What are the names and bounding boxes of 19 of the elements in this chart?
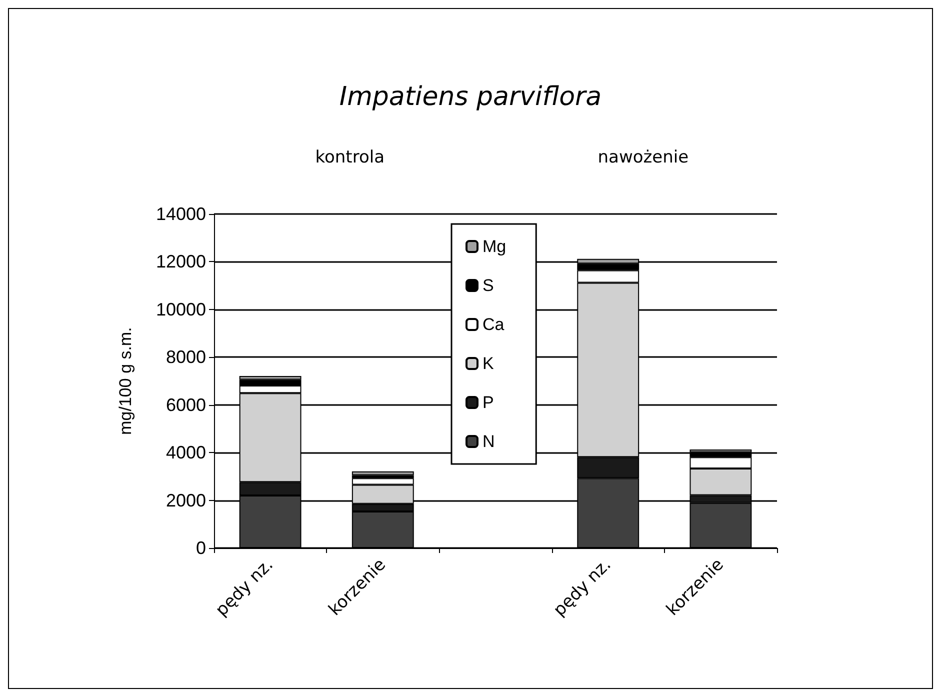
legend-label: S <box>482 276 494 295</box>
text: kontrola <box>315 148 384 168</box>
legend-label: K <box>482 354 494 373</box>
y-tick-label: 6000 <box>166 394 206 415</box>
y-tick-label: 0 <box>196 538 206 558</box>
bar <box>352 471 414 476</box>
y-tick-label: 4000 <box>166 442 206 463</box>
y-tick-label: 12000 <box>156 252 206 272</box>
legend-label: P <box>482 393 494 412</box>
legend-label: N <box>482 432 495 451</box>
text: nawożenie <box>598 148 689 168</box>
y-tick-label: 14000 <box>156 204 206 224</box>
y-tick-label: 2000 <box>166 490 206 510</box>
y-axis-title: mg/100 g s.m. <box>116 327 135 435</box>
y-tick-label: 10000 <box>156 299 206 320</box>
legend-label: Mg <box>482 237 506 256</box>
chart-title: Impatiens parviflora <box>339 82 602 112</box>
y-tick-label: 8000 <box>166 347 206 368</box>
legend-label: Ca <box>482 315 505 334</box>
